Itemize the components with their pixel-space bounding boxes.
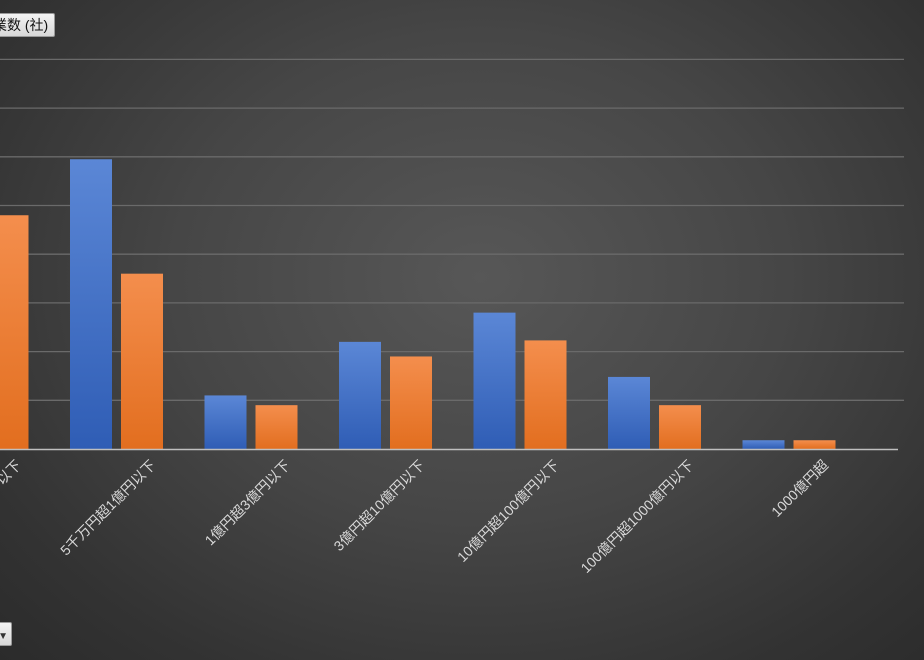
series-2-bar [255, 405, 298, 449]
series-2-bar [121, 273, 163, 449]
series-1-bar [608, 376, 650, 449]
bars [0, 159, 836, 450]
x-tick-label: 3億円超10億円以下 [330, 457, 427, 554]
series-field-label: 業数 (社) [0, 17, 49, 33]
x-tick-labels: 以下 5千万円超1億円以下 1億円超3億円以下 3億円超10億円以下 10億円超100億… [0, 457, 831, 576]
series-1-bar [339, 341, 381, 449]
series-1-bar [204, 395, 247, 449]
series-2-bar [524, 340, 567, 449]
series-field-button[interactable]: 業数 (社) [0, 13, 56, 37]
x-tick-label: 5千万円超1億円以下 [57, 457, 159, 559]
series-1-bar [742, 440, 785, 449]
series-2-bar [0, 215, 29, 449]
series-2-bar [390, 356, 432, 449]
series-2-bar [659, 405, 701, 449]
axis-field-button[interactable]: ▼ [0, 622, 12, 646]
dropdown-arrow-icon: ▼ [0, 631, 8, 642]
series-2-bar [793, 440, 836, 449]
series-1-bar [70, 159, 112, 450]
x-tick-label: 10億円超100億円以下 [454, 457, 562, 565]
x-tick-label: 1000億円超 [768, 457, 831, 520]
x-tick-label: 100億円超1000億円以下 [577, 457, 696, 576]
x-tick-label: 以下 [0, 457, 24, 488]
x-tick-label: 1億円超3億円以下 [201, 457, 293, 549]
series-1-bar [473, 312, 516, 449]
